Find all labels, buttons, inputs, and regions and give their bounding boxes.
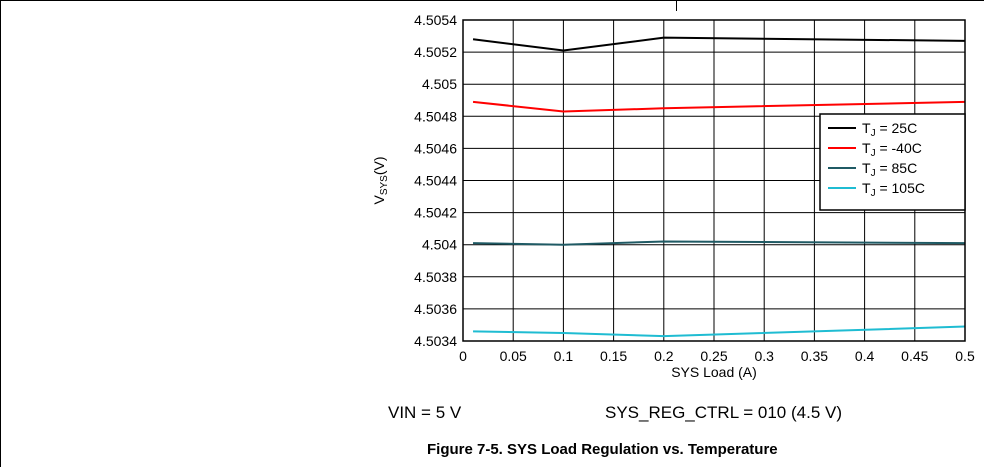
y-tick-label: 4.505 xyxy=(422,76,457,92)
y-tick-label: 4.5038 xyxy=(414,269,457,285)
y-tick-label: 4.5044 xyxy=(414,173,457,189)
y-axis-label-sub: SYS xyxy=(379,175,390,195)
series-line xyxy=(473,240,966,246)
x-tick-label: 0.3 xyxy=(754,348,774,364)
page-frame-divider xyxy=(676,0,677,11)
figure-caption-text: Figure 7-5. SYS Load Regulation vs. Temp… xyxy=(427,441,778,458)
y-tick-label: 4.504 xyxy=(422,237,457,253)
y-axis-label: VSYS(V) xyxy=(371,156,390,204)
x-tick-label: 0 xyxy=(459,348,467,364)
y-axis-label-main: V xyxy=(371,195,387,205)
legend-entry: TJ = -40C xyxy=(862,140,922,159)
x-tick-label: 0.5 xyxy=(955,348,975,364)
note-sys-reg: SYS_REG_CTRL = 010 (4.5 V) xyxy=(605,403,843,422)
y-axis-label-unit: (V) xyxy=(371,156,387,175)
y-tick-label: 4.5036 xyxy=(414,301,457,317)
x-tick-label: 0.45 xyxy=(901,348,928,364)
legend-entry: TJ = 25C xyxy=(862,120,917,139)
legend-entry: TJ = 105C xyxy=(862,180,925,199)
series-line xyxy=(472,36,966,52)
x-tick-label: 0.05 xyxy=(500,348,527,364)
series-line xyxy=(473,325,966,338)
page-frame-left xyxy=(0,0,1,467)
y-tick-label: 4.5034 xyxy=(414,333,457,349)
x-tick-label: 0.4 xyxy=(855,348,875,364)
y-tick-label: 4.5052 xyxy=(414,44,457,60)
x-tick-label: 0.35 xyxy=(801,348,828,364)
page-frame-top xyxy=(0,0,984,1)
y-tick-label: 4.5054 xyxy=(414,12,457,28)
y-tick-labels: 4.5034 4.5036 4.5038 4.504 4.5042 4.5044 4.504… xyxy=(414,12,457,349)
x-tick-label: 0.25 xyxy=(700,348,727,364)
legend-entry: TJ = 85C xyxy=(862,160,917,179)
x-tick-label: 0.2 xyxy=(654,348,674,364)
x-tick-label: 0.15 xyxy=(600,348,627,364)
note-vin: VIN = 5 V xyxy=(388,403,462,422)
x-tick-labels: 0 0.05 0.1 0.15 0.2 0.25 0.3 0.35 0.4 0.45 0.5 xyxy=(459,348,975,364)
x-tick-label: 0.1 xyxy=(554,348,574,364)
line-chart: 0 0.05 0.1 0.15 0.2 0.25 0.3 0.35 0.4 0.45 0.5 4.5… xyxy=(371,12,975,380)
y-tick-label: 4.5046 xyxy=(414,140,457,156)
y-tick-label: 4.5048 xyxy=(414,108,457,124)
chart-series xyxy=(472,36,966,338)
series-line xyxy=(472,100,966,113)
x-axis-label: SYS Load (A) xyxy=(671,364,757,380)
y-tick-label: 4.5042 xyxy=(414,205,457,221)
legend-box xyxy=(819,113,966,211)
